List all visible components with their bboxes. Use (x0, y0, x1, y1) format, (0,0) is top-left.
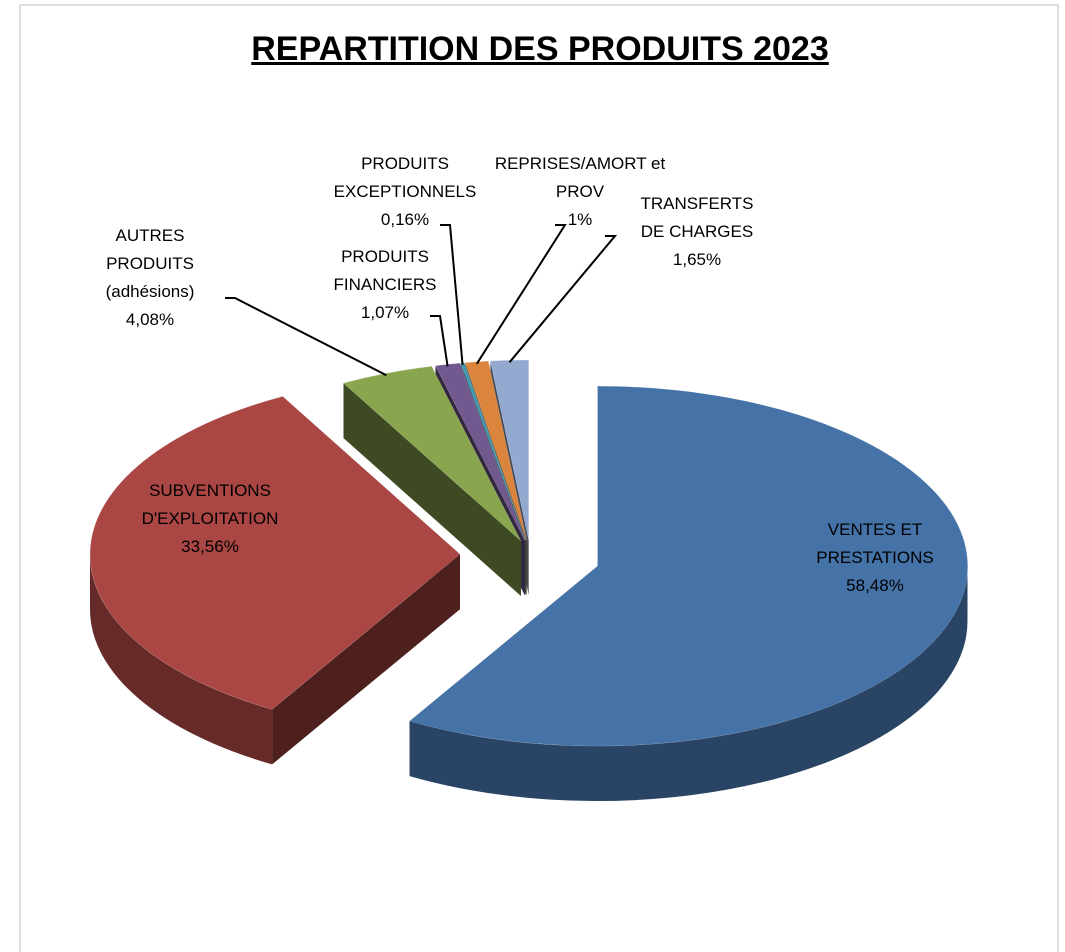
label-name: SUBVENTIONS D'EXPLOITATION (141, 481, 279, 528)
label-value: 0,16% (380, 210, 430, 229)
leader-line (475, 224, 567, 365)
slice-top (464, 360, 527, 541)
chart-title: REPARTITION DES PRODUITS 2023 (251, 30, 829, 68)
data-label: VENTES ET PRESTATIONS 58,48% (790, 516, 960, 600)
label-value: 58,48% (846, 576, 904, 595)
label-value: 1,65% (672, 250, 722, 269)
label-name: TRANSFERTS DE CHARGES (640, 194, 754, 241)
label-name: PRODUITS FINANCIERS (333, 247, 437, 294)
label-value: 33,56% (181, 537, 239, 556)
label-value: 4,08% (125, 310, 175, 329)
leader-line (430, 315, 449, 367)
label-value: 1% (567, 210, 593, 229)
slice-wall (409, 566, 968, 802)
slice-wall (89, 554, 273, 765)
leader-line (508, 235, 618, 363)
leader-line (225, 297, 387, 377)
label-name: AUTRES PRODUITS (adhésions) (105, 226, 195, 301)
slice-top (409, 385, 968, 747)
pie-slice (409, 385, 968, 802)
data-label: PRODUITS EXCEPTIONNELS 0,16% (315, 150, 495, 234)
label-value: 1,07% (360, 303, 410, 322)
label-name: REPRISES/AMORT et PROV (494, 154, 666, 201)
label-name: PRODUITS EXCEPTIONNELS (333, 154, 477, 201)
slice-top (490, 359, 529, 541)
slice-side (343, 383, 521, 596)
data-label: PRODUITS FINANCIERS 1,07% (320, 243, 450, 327)
slice-top (342, 366, 522, 542)
leader-line (440, 224, 464, 365)
chart-frame (19, 4, 1059, 952)
data-label: SUBVENTIONS D'EXPLOITATION 33,56% (120, 477, 300, 561)
data-label: AUTRES PRODUITS (adhésions) 4,08% (80, 222, 220, 334)
slice-side (272, 554, 460, 765)
slice-top (89, 396, 461, 710)
data-label: TRANSFERTS DE CHARGES 1,65% (627, 190, 767, 274)
pie-slice (342, 366, 522, 596)
pie-slice (89, 396, 461, 765)
data-label: REPRISES/AMORT et PROV 1% (485, 150, 675, 234)
label-name: VENTES ET PRESTATIONS (816, 520, 934, 567)
